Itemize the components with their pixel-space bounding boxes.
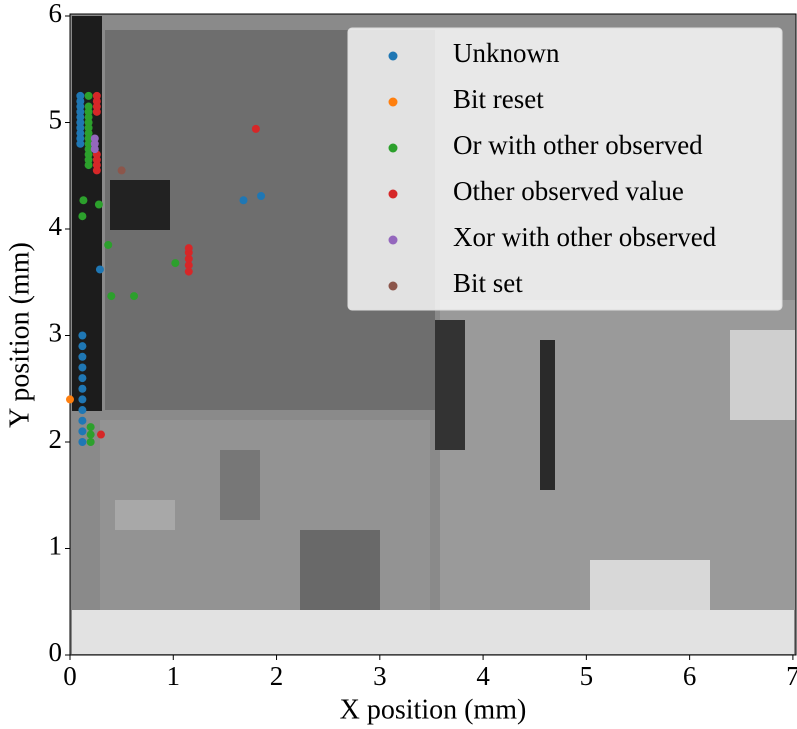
legend-label: Or with other observed [453, 130, 703, 160]
x-tick-label: 1 [167, 661, 181, 691]
point [76, 91, 85, 100]
legend-box [347, 27, 783, 311]
point [184, 254, 193, 263]
x-tick-label: 3 [373, 661, 387, 691]
x-axis-label: X position (mm) [340, 694, 527, 725]
point [257, 191, 266, 200]
legend-marker [388, 143, 398, 153]
y-axis-label: Y position (mm) [4, 242, 35, 428]
y-tick-label: 0 [49, 637, 63, 667]
point [78, 438, 87, 446]
y-tick-label: 2 [49, 424, 63, 454]
point [92, 91, 101, 100]
point [107, 292, 116, 301]
point [239, 196, 248, 205]
legend-label: Bit set [453, 268, 523, 298]
point [78, 384, 87, 393]
point [78, 212, 87, 221]
point [78, 342, 87, 351]
y-tick-label: 6 [49, 0, 63, 28]
y-tick-label: 3 [49, 318, 63, 348]
x-tick-label: 5 [580, 661, 594, 691]
x-tick-label: 0 [63, 661, 77, 691]
point [184, 267, 193, 276]
point [184, 244, 193, 253]
legend-marker [388, 97, 398, 107]
point [78, 352, 87, 361]
point [86, 423, 95, 432]
plot-frame [69, 13, 797, 656]
point [78, 406, 87, 415]
legend-marker [388, 235, 398, 245]
x-tick-label: 4 [476, 661, 490, 691]
legend-label: Xor with other observed [453, 222, 717, 252]
legend-marker [388, 51, 398, 61]
point [251, 124, 260, 133]
point [84, 102, 93, 111]
point [86, 430, 95, 439]
legend-marker [388, 281, 398, 291]
x-tick-label: 6 [683, 661, 697, 691]
x-tick-label: 7 [786, 661, 797, 691]
point [66, 395, 74, 404]
y-tick-label: 1 [49, 531, 63, 561]
point [78, 331, 87, 340]
point [184, 261, 193, 270]
point [79, 196, 88, 205]
point [78, 363, 87, 372]
x-tick-label: 2 [270, 661, 284, 691]
legend-label: Bit reset [453, 84, 544, 114]
point [117, 166, 126, 175]
point [78, 416, 87, 425]
point [104, 240, 113, 249]
point [84, 91, 93, 100]
point [94, 200, 103, 209]
point [171, 259, 180, 268]
legend-label: Unknown [453, 38, 560, 68]
legend: Unknown Bit reset Or with other observed Ot… [347, 27, 783, 311]
point [78, 374, 87, 383]
point [78, 395, 87, 404]
point [96, 430, 105, 439]
legend-label: Other observed value [453, 176, 684, 206]
point [90, 134, 99, 143]
point [130, 292, 139, 301]
y-tick-label: 4 [49, 211, 63, 241]
point [78, 427, 87, 436]
point [86, 438, 95, 446]
y-tick-label: 5 [49, 105, 63, 135]
point [95, 265, 104, 274]
legend-marker [388, 189, 398, 199]
